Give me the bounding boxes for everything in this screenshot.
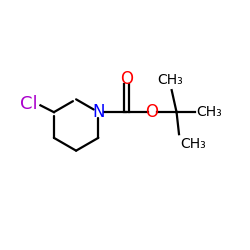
Text: Cl: Cl	[20, 95, 38, 113]
Text: O: O	[146, 103, 158, 121]
Text: O: O	[120, 70, 133, 88]
Text: CH₃: CH₃	[180, 137, 206, 151]
Text: CH₃: CH₃	[196, 105, 222, 119]
Text: CH₃: CH₃	[158, 73, 183, 87]
Text: N: N	[92, 103, 104, 121]
